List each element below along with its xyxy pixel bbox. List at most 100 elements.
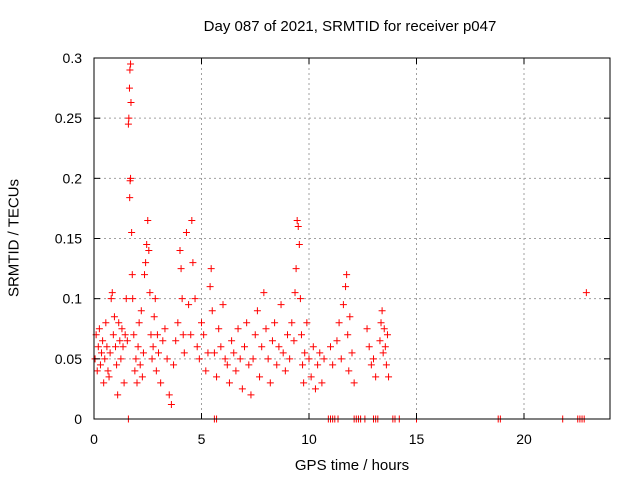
data-point xyxy=(191,295,199,303)
data-point xyxy=(198,319,205,327)
data-point xyxy=(286,355,294,363)
data-point xyxy=(275,343,283,351)
data-point xyxy=(127,60,135,68)
data-point xyxy=(271,319,279,327)
data-point xyxy=(213,373,221,381)
data-point xyxy=(125,84,133,92)
data-point xyxy=(119,343,127,351)
data-point xyxy=(165,391,173,399)
y-tick-label: 0.1 xyxy=(63,291,83,307)
data-point xyxy=(291,289,299,297)
data-point xyxy=(188,216,196,224)
data-point xyxy=(335,319,343,327)
data-point xyxy=(268,337,276,345)
data-point xyxy=(177,265,185,273)
data-point xyxy=(258,343,266,351)
data-point xyxy=(294,222,302,230)
data-point xyxy=(253,307,261,315)
x-tick-label: 15 xyxy=(409,431,425,447)
data-point xyxy=(299,361,307,369)
data-point xyxy=(150,313,158,321)
data-point xyxy=(582,289,590,297)
data-point xyxy=(96,361,104,369)
data-point xyxy=(206,283,214,291)
data-point xyxy=(125,114,133,122)
data-point xyxy=(134,343,142,351)
data-point xyxy=(153,331,161,339)
data-point xyxy=(99,337,107,345)
data-point xyxy=(200,331,208,339)
data-point xyxy=(178,295,186,303)
data-point xyxy=(103,343,111,351)
data-point xyxy=(344,331,352,339)
data-point xyxy=(142,259,150,267)
data-point xyxy=(219,301,227,309)
data-point xyxy=(314,361,322,369)
data-point xyxy=(107,295,115,303)
data-point xyxy=(109,331,117,339)
data-point xyxy=(157,379,165,387)
data-point xyxy=(296,295,304,303)
data-point xyxy=(281,367,289,375)
data-point xyxy=(151,295,159,303)
y-tick-label: 0 xyxy=(74,411,82,427)
data-point xyxy=(379,349,387,357)
data-point xyxy=(98,349,106,357)
data-point xyxy=(378,307,386,315)
data-point xyxy=(343,271,351,279)
data-point xyxy=(172,337,180,345)
data-point xyxy=(215,325,223,333)
data-point xyxy=(309,343,317,351)
data-point xyxy=(303,319,311,327)
data-point xyxy=(129,295,137,303)
data-point xyxy=(295,241,303,249)
data-point xyxy=(102,319,110,327)
data-point xyxy=(266,379,274,387)
data-point xyxy=(127,99,135,107)
data-point xyxy=(144,216,152,224)
x-tick-label: 20 xyxy=(516,431,532,447)
x-axis-label: GPS time / hours xyxy=(294,457,410,474)
data-point xyxy=(365,343,373,351)
data-point xyxy=(210,349,218,357)
data-point xyxy=(170,361,178,369)
y-tick-label: 0.05 xyxy=(55,351,82,367)
data-point xyxy=(202,367,210,375)
data-point xyxy=(147,331,155,339)
data-point xyxy=(273,361,281,369)
data-point xyxy=(370,355,377,363)
data-point xyxy=(232,367,240,375)
data-point xyxy=(132,355,140,363)
data-point xyxy=(123,337,131,345)
data-point xyxy=(288,319,296,327)
y-tick-label: 0.3 xyxy=(63,50,83,66)
data-point xyxy=(114,391,122,399)
data-point xyxy=(135,319,143,327)
chart-title: Day 087 of 2021, SRMTID for receiver p04… xyxy=(203,18,497,35)
data-point xyxy=(113,361,121,369)
data-point xyxy=(163,355,171,363)
data-point xyxy=(301,349,309,357)
data-point xyxy=(120,379,128,387)
data-point xyxy=(316,349,324,357)
data-point xyxy=(345,367,353,375)
data-point xyxy=(179,331,187,339)
data-point xyxy=(346,313,354,321)
data-point xyxy=(176,247,184,255)
data-point xyxy=(339,301,347,309)
data-point xyxy=(377,319,385,327)
data-point xyxy=(223,361,231,369)
data-point xyxy=(372,373,380,381)
data-point xyxy=(149,343,157,351)
data-point xyxy=(279,349,287,357)
data-point xyxy=(126,194,134,202)
data-point xyxy=(337,355,345,363)
data-point xyxy=(284,331,291,339)
data-point xyxy=(204,349,212,357)
data-point xyxy=(115,319,123,327)
data-point xyxy=(262,325,270,333)
data-point xyxy=(363,325,371,333)
data-point xyxy=(145,247,153,255)
data-point xyxy=(260,289,268,297)
